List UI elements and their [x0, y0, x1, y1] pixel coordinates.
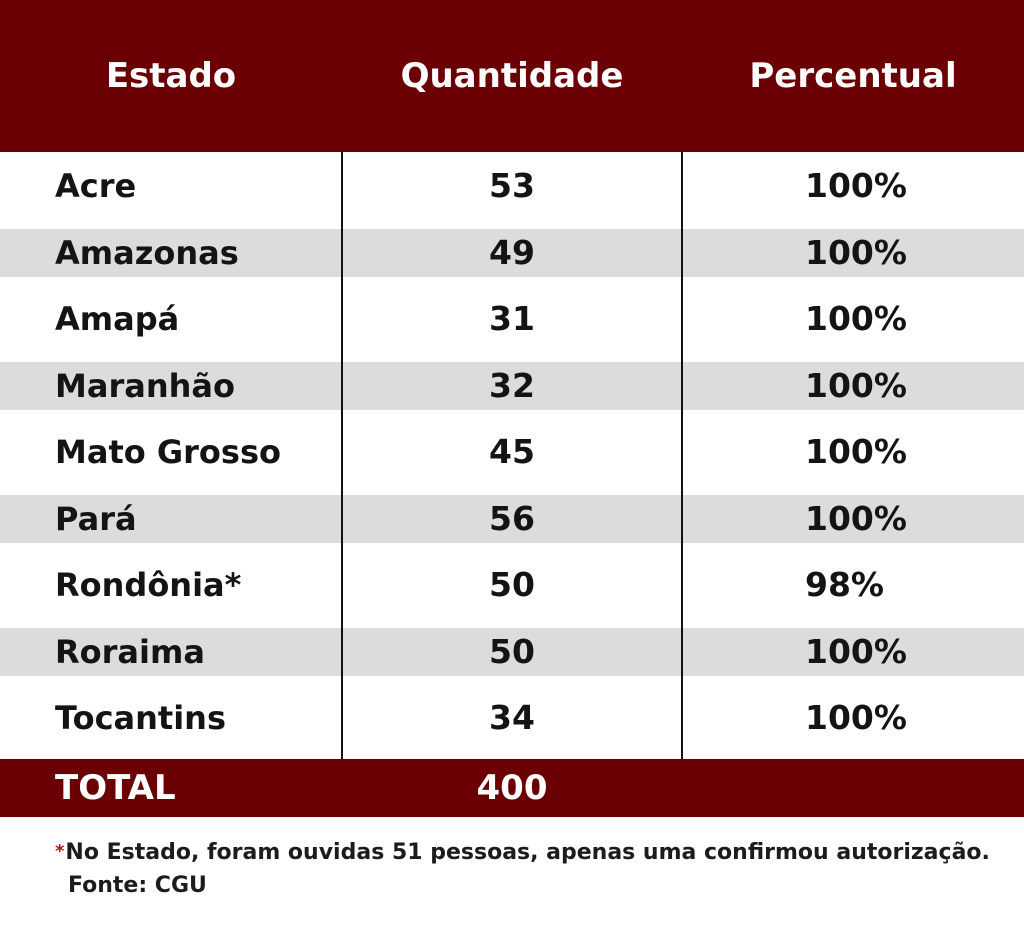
total-row: TOTAL 400 — [0, 759, 1024, 817]
table-row: Mato Grosso 45 100% — [0, 418, 1024, 485]
header-percentual: Percentual — [749, 56, 957, 96]
header-quantidade: Quantidade — [400, 56, 624, 96]
cell-estado: Mato Grosso — [55, 433, 281, 471]
cell-estado: Maranhão — [55, 366, 235, 405]
cell-percentual: 100% — [805, 166, 907, 205]
cell-quantidade: 32 — [489, 365, 535, 405]
header-estado: Estado — [105, 56, 237, 96]
table-row: Amapá 31 100% — [0, 285, 1024, 352]
footnote: *No Estado, foram ouvidas 51 pessoas, ap… — [55, 840, 1015, 865]
cell-percentual: 100% — [805, 631, 907, 671]
cell-percentual: 100% — [805, 698, 907, 737]
total-quantidade: 400 — [476, 768, 548, 808]
cell-estado: Acre — [55, 167, 137, 205]
footnote-text: No Estado, foram ouvidas 51 pessoas, ape… — [65, 840, 990, 865]
table-row: Acre 53 100% — [0, 152, 1024, 219]
table-row: Pará 56 100% — [0, 485, 1024, 552]
total-label: TOTAL — [55, 768, 176, 808]
cell-estado: Roraima — [55, 632, 205, 671]
cell-estado: Amazonas — [55, 233, 239, 272]
cell-quantidade: 50 — [489, 565, 535, 604]
cell-percentual: 100% — [805, 365, 907, 405]
cell-quantidade: 53 — [489, 166, 535, 205]
source-note: Fonte: CGU — [68, 873, 207, 898]
cell-quantidade: 50 — [489, 631, 535, 671]
table-row: Maranhão 32 100% — [0, 352, 1024, 419]
cell-estado: Rondônia* — [55, 566, 242, 604]
column-divider — [681, 152, 683, 759]
row-band — [0, 627, 1024, 676]
row-band — [0, 228, 1024, 277]
cell-quantidade: 31 — [489, 299, 535, 338]
table-row: Roraima 50 100% — [0, 618, 1024, 685]
asterisk-marker: * — [55, 841, 65, 862]
table-header: Estado Quantidade Percentual — [0, 0, 1024, 152]
cell-percentual: 100% — [805, 299, 907, 338]
table-row: Rondônia* 50 98% — [0, 551, 1024, 618]
table-row: Amazonas 49 100% — [0, 219, 1024, 286]
cell-percentual: 100% — [805, 498, 907, 538]
cell-percentual: 100% — [805, 232, 907, 272]
row-band — [0, 494, 1024, 543]
cell-estado: Pará — [55, 499, 137, 538]
cell-quantidade: 34 — [489, 698, 535, 737]
cell-percentual: 98% — [805, 565, 884, 604]
cell-quantidade: 56 — [489, 498, 535, 538]
cell-quantidade: 45 — [489, 432, 535, 471]
row-band — [0, 361, 1024, 410]
cell-estado: Tocantins — [55, 699, 226, 737]
cell-percentual: 100% — [805, 432, 907, 471]
cell-estado: Amapá — [55, 300, 180, 338]
column-divider — [341, 152, 343, 759]
table-row: Tocantins 34 100% — [0, 684, 1024, 751]
cell-quantidade: 49 — [489, 232, 535, 272]
